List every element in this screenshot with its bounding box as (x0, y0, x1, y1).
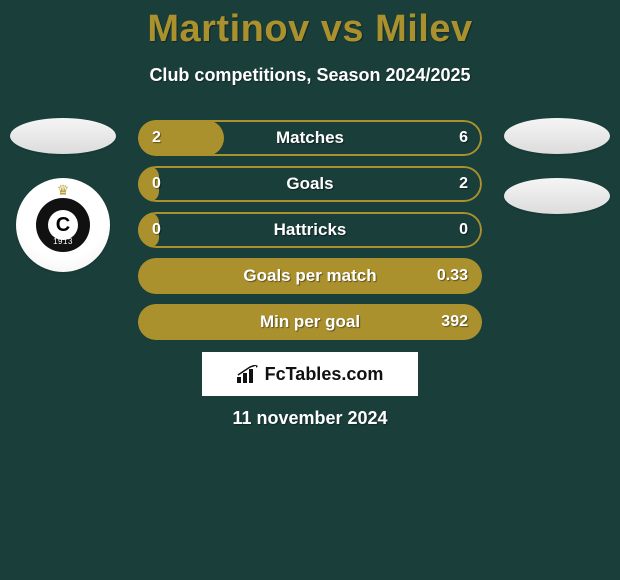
stat-bar-row: 26Matches (138, 120, 482, 156)
page-title: Martinov vs Milev (0, 0, 620, 51)
stat-label: Hattricks (138, 220, 482, 240)
snapshot-date: 11 november 2024 (0, 408, 620, 429)
stat-bar-row: 00Hattricks (138, 212, 482, 248)
stat-bars: 26Matches 02Goals 00Hattricks 0.33Goals per… (138, 120, 482, 340)
brand-text: FcTables.com (265, 364, 384, 385)
stat-bar-row: 0.33Goals per match (138, 258, 482, 294)
club-logo-slavia: ♛ C 1913 (16, 178, 110, 272)
page-subtitle: Club competitions, Season 2024/2025 (0, 65, 620, 86)
stat-label: Matches (138, 128, 482, 148)
left-player-logos: ♛ C 1913 (8, 118, 118, 272)
club-logo-placeholder (504, 118, 610, 154)
chart-bars-icon (237, 365, 259, 383)
brand-strip[interactable]: FcTables.com (202, 352, 418, 396)
stat-label: Goals per match (138, 266, 482, 286)
stat-label: Min per goal (138, 312, 482, 332)
slavia-badge: ♛ C 1913 (36, 198, 90, 252)
right-player-logos (502, 118, 612, 214)
slavia-year: 1913 (53, 237, 73, 246)
club-logo-placeholder (504, 178, 610, 214)
stat-bar-row: 02Goals (138, 166, 482, 202)
widget-root: Martinov vs Milev Club competitions, Sea… (0, 0, 620, 580)
crown-icon: ♛ (57, 182, 70, 199)
stat-label: Goals (138, 174, 482, 194)
stat-bar-row: 392Min per goal (138, 304, 482, 340)
club-logo-placeholder (10, 118, 116, 154)
slavia-letter: C (48, 210, 78, 240)
